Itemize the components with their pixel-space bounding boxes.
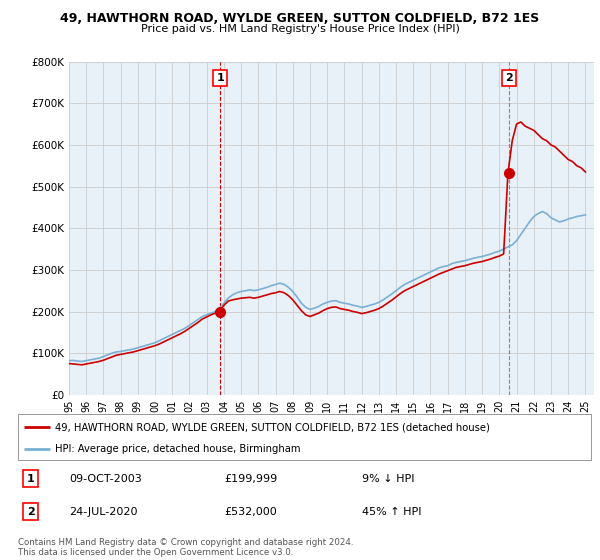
- Text: 45% ↑ HPI: 45% ↑ HPI: [362, 506, 421, 516]
- Text: Price paid vs. HM Land Registry's House Price Index (HPI): Price paid vs. HM Land Registry's House …: [140, 24, 460, 34]
- Text: 49, HAWTHORN ROAD, WYLDE GREEN, SUTTON COLDFIELD, B72 1ES: 49, HAWTHORN ROAD, WYLDE GREEN, SUTTON C…: [61, 12, 539, 25]
- Text: 2: 2: [505, 73, 513, 83]
- Text: 1: 1: [216, 73, 224, 83]
- Text: £199,999: £199,999: [224, 474, 278, 484]
- Text: 49, HAWTHORN ROAD, WYLDE GREEN, SUTTON COLDFIELD, B72 1ES (detached house): 49, HAWTHORN ROAD, WYLDE GREEN, SUTTON C…: [55, 422, 490, 432]
- Text: 2: 2: [27, 506, 34, 516]
- Text: 09-OCT-2003: 09-OCT-2003: [70, 474, 142, 484]
- Text: 1: 1: [27, 474, 34, 484]
- Text: 9% ↓ HPI: 9% ↓ HPI: [362, 474, 415, 484]
- Text: 24-JUL-2020: 24-JUL-2020: [70, 506, 138, 516]
- Text: HPI: Average price, detached house, Birmingham: HPI: Average price, detached house, Birm…: [55, 444, 301, 454]
- Text: Contains HM Land Registry data © Crown copyright and database right 2024.
This d: Contains HM Land Registry data © Crown c…: [18, 538, 353, 557]
- Text: £532,000: £532,000: [224, 506, 277, 516]
